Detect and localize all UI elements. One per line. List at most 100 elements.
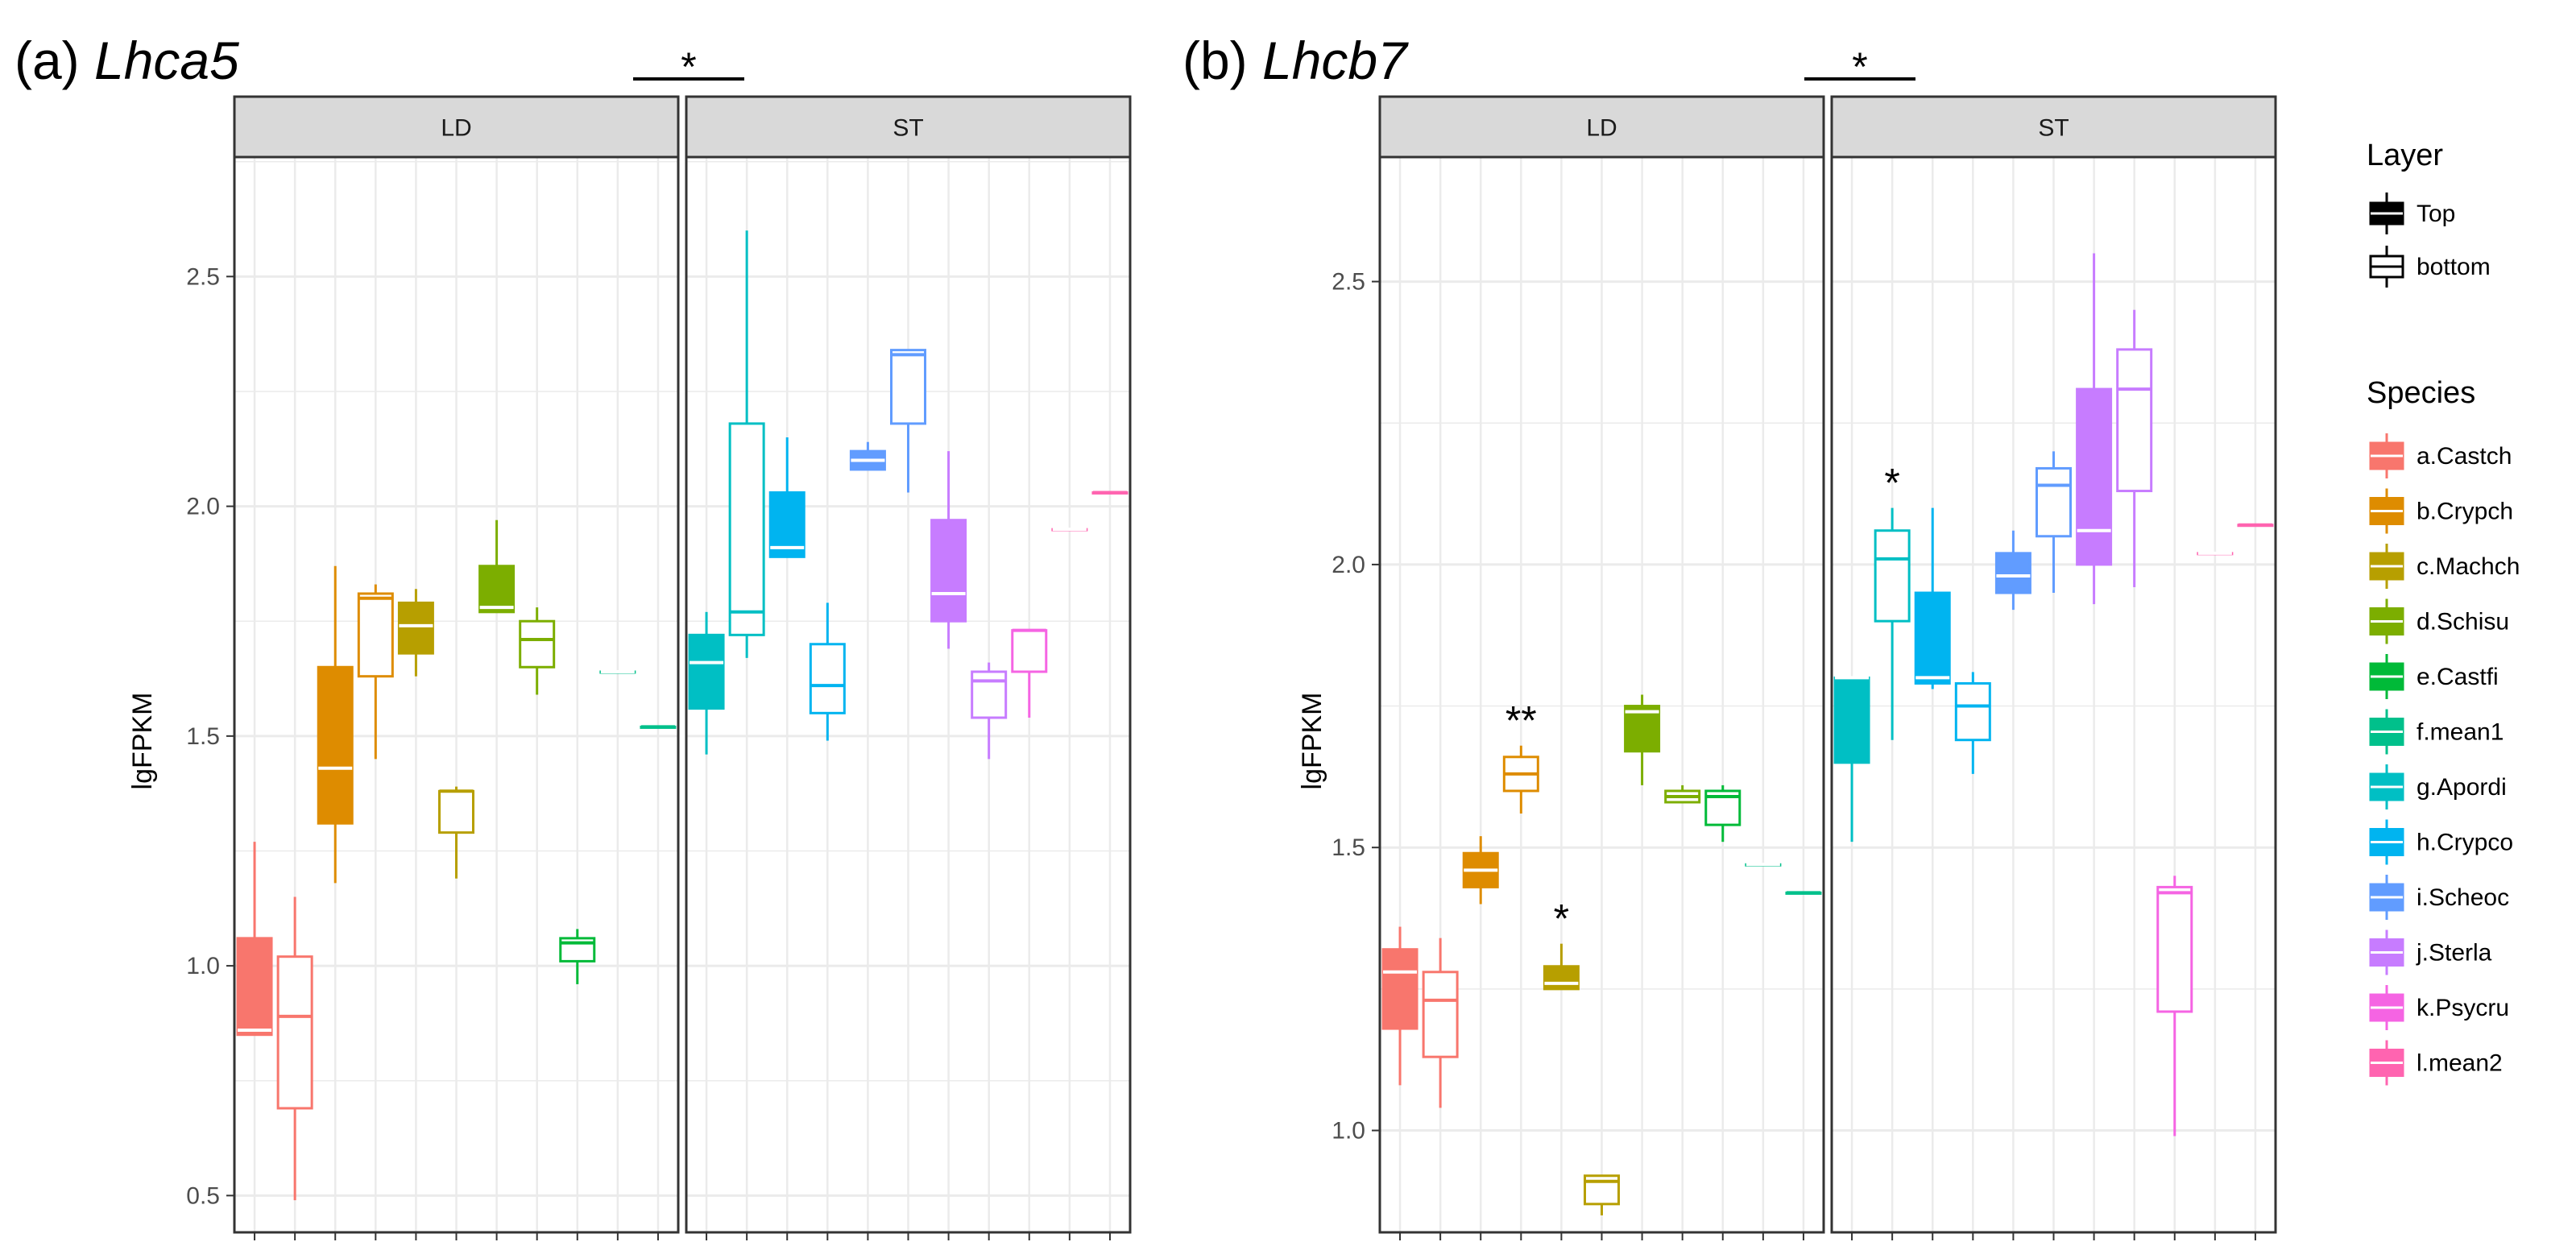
y-tick-label: 0.5 bbox=[186, 1182, 220, 1209]
legend-species-item: c.Machch bbox=[2369, 544, 2520, 589]
box-body bbox=[1422, 971, 1459, 1058]
facet-strip bbox=[1378, 95, 1825, 159]
box-significance: ** bbox=[1505, 698, 1537, 743]
box-body bbox=[478, 565, 516, 614]
panel-a-plot: 0.5 1.0 1.5 2.0 2.5 LD ST bbox=[186, 95, 1132, 1240]
box-c.Machch-top: * bbox=[1543, 896, 1580, 991]
y-tick-label: 1.5 bbox=[1331, 834, 1365, 861]
panel-a-label: (a) bbox=[14, 31, 80, 90]
facet-ld: LD bbox=[233, 95, 680, 1240]
box-h.Crypco-bottom bbox=[809, 602, 846, 741]
box-body bbox=[1833, 676, 1870, 764]
box-j.Sterla-top bbox=[2076, 253, 2113, 605]
legend-layer-title: Layer bbox=[2367, 139, 2443, 172]
box-body bbox=[438, 789, 474, 834]
box-body bbox=[357, 592, 394, 678]
legend-species-label: c.Machch bbox=[2417, 553, 2520, 580]
box-body bbox=[728, 422, 765, 636]
box-body bbox=[1543, 965, 1580, 991]
facet-ld: LD*** bbox=[1378, 95, 1825, 1240]
box-j.Sterla-bottom bbox=[2116, 309, 2153, 587]
box-d.Schisu-top bbox=[478, 520, 516, 614]
box-g.Apordi-top bbox=[1833, 676, 1870, 842]
y-tick-label: 2.5 bbox=[1331, 269, 1365, 296]
legend-species-item: h.Crypco bbox=[2369, 819, 2513, 865]
box-a.Castch-bottom bbox=[276, 896, 313, 1201]
box-body bbox=[2116, 348, 2153, 493]
legend-species-item: i.Scheoc bbox=[2369, 875, 2509, 920]
box-g.Apordi-top bbox=[688, 611, 725, 755]
box-body bbox=[2036, 466, 2072, 538]
y-tick-label: 2.0 bbox=[186, 494, 220, 520]
box-f.mean1-top bbox=[599, 669, 636, 674]
box-b.Crypch-bottom bbox=[357, 584, 394, 760]
facet-st: ST * bbox=[1830, 95, 2277, 1240]
box-h.Crypco-bottom bbox=[1954, 672, 1991, 774]
box-f.mean1-top bbox=[1745, 863, 1782, 867]
legend-species-item: b.Crypch bbox=[2369, 488, 2513, 534]
legend-species-label: f.mean1 bbox=[2417, 719, 2504, 746]
chart-panel-a: (a) Lhca5 * 0.5 1.0 1.5 2.0 2.5 LD ST lgFPKM bbox=[14, 31, 1132, 1240]
box-c.Machch-bottom bbox=[1584, 1174, 1620, 1215]
box-e.Castfi-bottom bbox=[559, 929, 596, 984]
legend-species-item: k.Psycru bbox=[2369, 985, 2509, 1030]
box-body bbox=[688, 633, 725, 710]
box-i.Scheoc-bottom bbox=[2036, 451, 2072, 594]
legend-species: Species a.Castch b.Crypch c.Machch d.Schisu… bbox=[2367, 376, 2520, 1086]
box-body bbox=[397, 601, 434, 655]
box-b.Crypch-top bbox=[1462, 836, 1499, 905]
y-tick-label: 2.5 bbox=[186, 263, 220, 290]
y-tick-label: 2.0 bbox=[1331, 552, 1365, 578]
box-body bbox=[1624, 705, 1661, 753]
box-body bbox=[1011, 629, 1048, 673]
legend-species-label: d.Schisu bbox=[2417, 609, 2509, 635]
box-k.Psycru-bottom bbox=[2156, 876, 2193, 1136]
box-g.Apordi-bottom: * bbox=[1874, 461, 1911, 740]
legend-layer-label: Top bbox=[2417, 201, 2455, 227]
box-body bbox=[317, 665, 354, 825]
legend-species-label: k.Psycru bbox=[2417, 995, 2509, 1021]
box-c.Machch-bottom bbox=[438, 786, 474, 879]
facet-strip bbox=[685, 95, 1132, 159]
panel-a-title: (a) Lhca5 bbox=[14, 31, 239, 90]
facet-st: ST bbox=[685, 95, 1132, 1240]
facet-strip-label: ST bbox=[892, 115, 923, 142]
box-i.Scheoc-bottom bbox=[890, 349, 926, 493]
box-body bbox=[1381, 948, 1418, 1030]
box-body bbox=[1874, 529, 1911, 623]
box-d.Schisu-bottom bbox=[519, 607, 556, 695]
box-body bbox=[276, 955, 313, 1110]
box-f.mean1-bottom bbox=[1785, 891, 1822, 895]
legend-layer-item: bottom bbox=[2369, 246, 2491, 288]
box-h.Crypco-top bbox=[768, 437, 806, 558]
panel-a-ylabel: lgFPKM bbox=[127, 693, 158, 790]
box-l.mean2-bottom bbox=[2237, 523, 2274, 528]
box-e.Castfi-bottom bbox=[1704, 785, 1741, 842]
box-j.Sterla-bottom bbox=[971, 662, 1008, 760]
box-b.Crypch-top bbox=[317, 565, 354, 884]
facet-significance-star: * bbox=[1852, 44, 1867, 89]
legend-layer-item: Top bbox=[2369, 193, 2455, 234]
box-a.Castch-bottom bbox=[1422, 938, 1459, 1108]
box-l.mean2-top bbox=[2197, 551, 2234, 556]
box-body bbox=[930, 519, 967, 623]
box-body bbox=[1914, 591, 1951, 685]
legend-layer-label: bottom bbox=[2417, 254, 2491, 280]
legend-species-item: l.mean2 bbox=[2369, 1040, 2503, 1086]
box-significance: * bbox=[1884, 461, 1899, 506]
legend-species-label: i.Scheoc bbox=[2417, 884, 2509, 911]
box-h.Crypco-top bbox=[1914, 507, 1951, 689]
legend-species-label: a.Castch bbox=[2417, 443, 2512, 470]
box-g.Apordi-bottom bbox=[728, 230, 765, 658]
facet-strip-label: LD bbox=[441, 115, 471, 142]
box-a.Castch-top bbox=[236, 842, 273, 1037]
box-a.Castch-top bbox=[1381, 926, 1418, 1086]
legend-species-item: e.Castfi bbox=[2369, 654, 2499, 699]
legend-species-label: h.Crypco bbox=[2417, 830, 2513, 856]
box-body bbox=[1954, 681, 1991, 742]
legend-species-label: j.Sterla bbox=[2416, 940, 2492, 967]
legend-species-item: g.Apordi bbox=[2369, 764, 2507, 809]
facet-strip-label: ST bbox=[2038, 115, 2069, 142]
facet-significance-star: * bbox=[681, 44, 696, 89]
